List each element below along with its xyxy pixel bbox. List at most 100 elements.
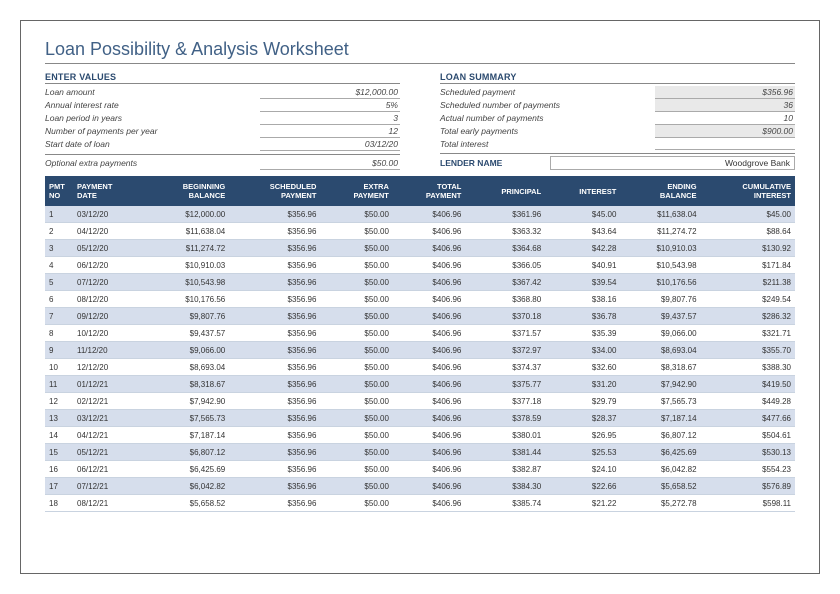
table-cell[interactable]: $286.32 (701, 308, 795, 325)
table-cell[interactable]: 10 (45, 359, 73, 376)
table-cell[interactable]: $50.00 (320, 427, 392, 444)
table-cell[interactable]: $356.96 (229, 410, 320, 427)
table-cell[interactable]: 14 (45, 427, 73, 444)
table-cell[interactable]: $9,807.76 (145, 308, 229, 325)
table-cell[interactable]: $34.00 (545, 342, 620, 359)
table-cell[interactable]: $50.00 (320, 257, 392, 274)
table-cell[interactable]: $10,176.56 (620, 274, 700, 291)
extra-payments-value[interactable]: $50.00 (260, 157, 400, 170)
table-cell[interactable]: 13 (45, 410, 73, 427)
table-cell[interactable]: $249.54 (701, 291, 795, 308)
table-cell[interactable]: $7,565.73 (620, 393, 700, 410)
table-cell[interactable]: $24.10 (545, 461, 620, 478)
table-cell[interactable]: $6,807.12 (620, 427, 700, 444)
table-cell[interactable]: $9,437.57 (145, 325, 229, 342)
table-cell[interactable]: $355.70 (701, 342, 795, 359)
table-cell[interactable]: 8 (45, 325, 73, 342)
table-cell[interactable]: $368.80 (465, 291, 545, 308)
table-cell[interactable]: $378.59 (465, 410, 545, 427)
table-cell[interactable]: $406.96 (393, 495, 465, 512)
table-cell[interactable]: $356.96 (229, 376, 320, 393)
table-cell[interactable]: $406.96 (393, 478, 465, 495)
table-cell[interactable]: 05/12/20 (73, 240, 145, 257)
table-cell[interactable]: 6 (45, 291, 73, 308)
table-cell[interactable]: $7,942.90 (145, 393, 229, 410)
table-cell[interactable]: $50.00 (320, 325, 392, 342)
table-cell[interactable]: $363.32 (465, 223, 545, 240)
table-cell[interactable]: 06/12/21 (73, 461, 145, 478)
table-cell[interactable]: $40.91 (545, 257, 620, 274)
table-cell[interactable]: $477.66 (701, 410, 795, 427)
table-cell[interactable]: $7,565.73 (145, 410, 229, 427)
table-cell[interactable]: $50.00 (320, 376, 392, 393)
table-cell[interactable]: $406.96 (393, 257, 465, 274)
kv-value[interactable]: 12 (260, 125, 400, 138)
table-cell[interactable]: $50.00 (320, 393, 392, 410)
table-cell[interactable]: $39.54 (545, 274, 620, 291)
table-cell[interactable]: $11,274.72 (145, 240, 229, 257)
table-cell[interactable]: $388.30 (701, 359, 795, 376)
table-cell[interactable]: $361.96 (465, 206, 545, 223)
table-cell[interactable]: $8,693.04 (145, 359, 229, 376)
table-cell[interactable]: $38.16 (545, 291, 620, 308)
table-cell[interactable]: $6,807.12 (145, 444, 229, 461)
table-cell[interactable]: 05/12/21 (73, 444, 145, 461)
kv-value[interactable]: 03/12/20 (260, 138, 400, 151)
table-cell[interactable]: $9,066.00 (620, 325, 700, 342)
table-cell[interactable]: $370.18 (465, 308, 545, 325)
table-cell[interactable]: $380.01 (465, 427, 545, 444)
table-cell[interactable]: $356.96 (229, 359, 320, 376)
table-cell[interactable]: $356.96 (229, 427, 320, 444)
table-cell[interactable]: $356.96 (229, 325, 320, 342)
table-cell[interactable]: $366.05 (465, 257, 545, 274)
table-cell[interactable]: $356.96 (229, 342, 320, 359)
table-cell[interactable]: $406.96 (393, 444, 465, 461)
table-cell[interactable]: 1 (45, 206, 73, 223)
table-cell[interactable]: $171.84 (701, 257, 795, 274)
table-cell[interactable]: $356.96 (229, 393, 320, 410)
table-cell[interactable]: $6,425.69 (620, 444, 700, 461)
table-cell[interactable]: $21.22 (545, 495, 620, 512)
table-cell[interactable]: $10,543.98 (145, 274, 229, 291)
kv-value[interactable]: 5% (260, 99, 400, 112)
table-cell[interactable]: $29.79 (545, 393, 620, 410)
table-cell[interactable]: 7 (45, 308, 73, 325)
kv-value[interactable]: $12,000.00 (260, 86, 400, 99)
table-cell[interactable]: $382.87 (465, 461, 545, 478)
table-cell[interactable]: $356.96 (229, 495, 320, 512)
table-cell[interactable]: $367.42 (465, 274, 545, 291)
table-cell[interactable]: $406.96 (393, 274, 465, 291)
table-cell[interactable]: $8,318.67 (620, 359, 700, 376)
table-cell[interactable]: 18 (45, 495, 73, 512)
table-cell[interactable]: 3 (45, 240, 73, 257)
table-cell[interactable]: $11,638.04 (145, 223, 229, 240)
table-cell[interactable]: $50.00 (320, 410, 392, 427)
table-cell[interactable]: $35.39 (545, 325, 620, 342)
table-cell[interactable]: 12 (45, 393, 73, 410)
table-cell[interactable]: 10/12/20 (73, 325, 145, 342)
table-cell[interactable]: $26.95 (545, 427, 620, 444)
table-cell[interactable]: $356.96 (229, 308, 320, 325)
table-cell[interactable]: $43.64 (545, 223, 620, 240)
table-cell[interactable]: $406.96 (393, 206, 465, 223)
table-cell[interactable]: $50.00 (320, 495, 392, 512)
table-cell[interactable]: $372.97 (465, 342, 545, 359)
table-cell[interactable]: $356.96 (229, 444, 320, 461)
table-cell[interactable]: $50.00 (320, 240, 392, 257)
table-cell[interactable]: $576.89 (701, 478, 795, 495)
table-cell[interactable]: $50.00 (320, 308, 392, 325)
table-cell[interactable]: $6,425.69 (145, 461, 229, 478)
table-cell[interactable]: $8,693.04 (620, 342, 700, 359)
table-cell[interactable]: $406.96 (393, 325, 465, 342)
table-cell[interactable]: $11,638.04 (620, 206, 700, 223)
table-cell[interactable]: $381.44 (465, 444, 545, 461)
table-cell[interactable]: $406.96 (393, 427, 465, 444)
table-cell[interactable]: $364.68 (465, 240, 545, 257)
table-cell[interactable]: $28.37 (545, 410, 620, 427)
table-cell[interactable]: $371.57 (465, 325, 545, 342)
table-cell[interactable]: $88.64 (701, 223, 795, 240)
table-cell[interactable]: 02/12/21 (73, 393, 145, 410)
table-cell[interactable]: 03/12/20 (73, 206, 145, 223)
table-cell[interactable]: $504.61 (701, 427, 795, 444)
table-cell[interactable]: $406.96 (393, 223, 465, 240)
